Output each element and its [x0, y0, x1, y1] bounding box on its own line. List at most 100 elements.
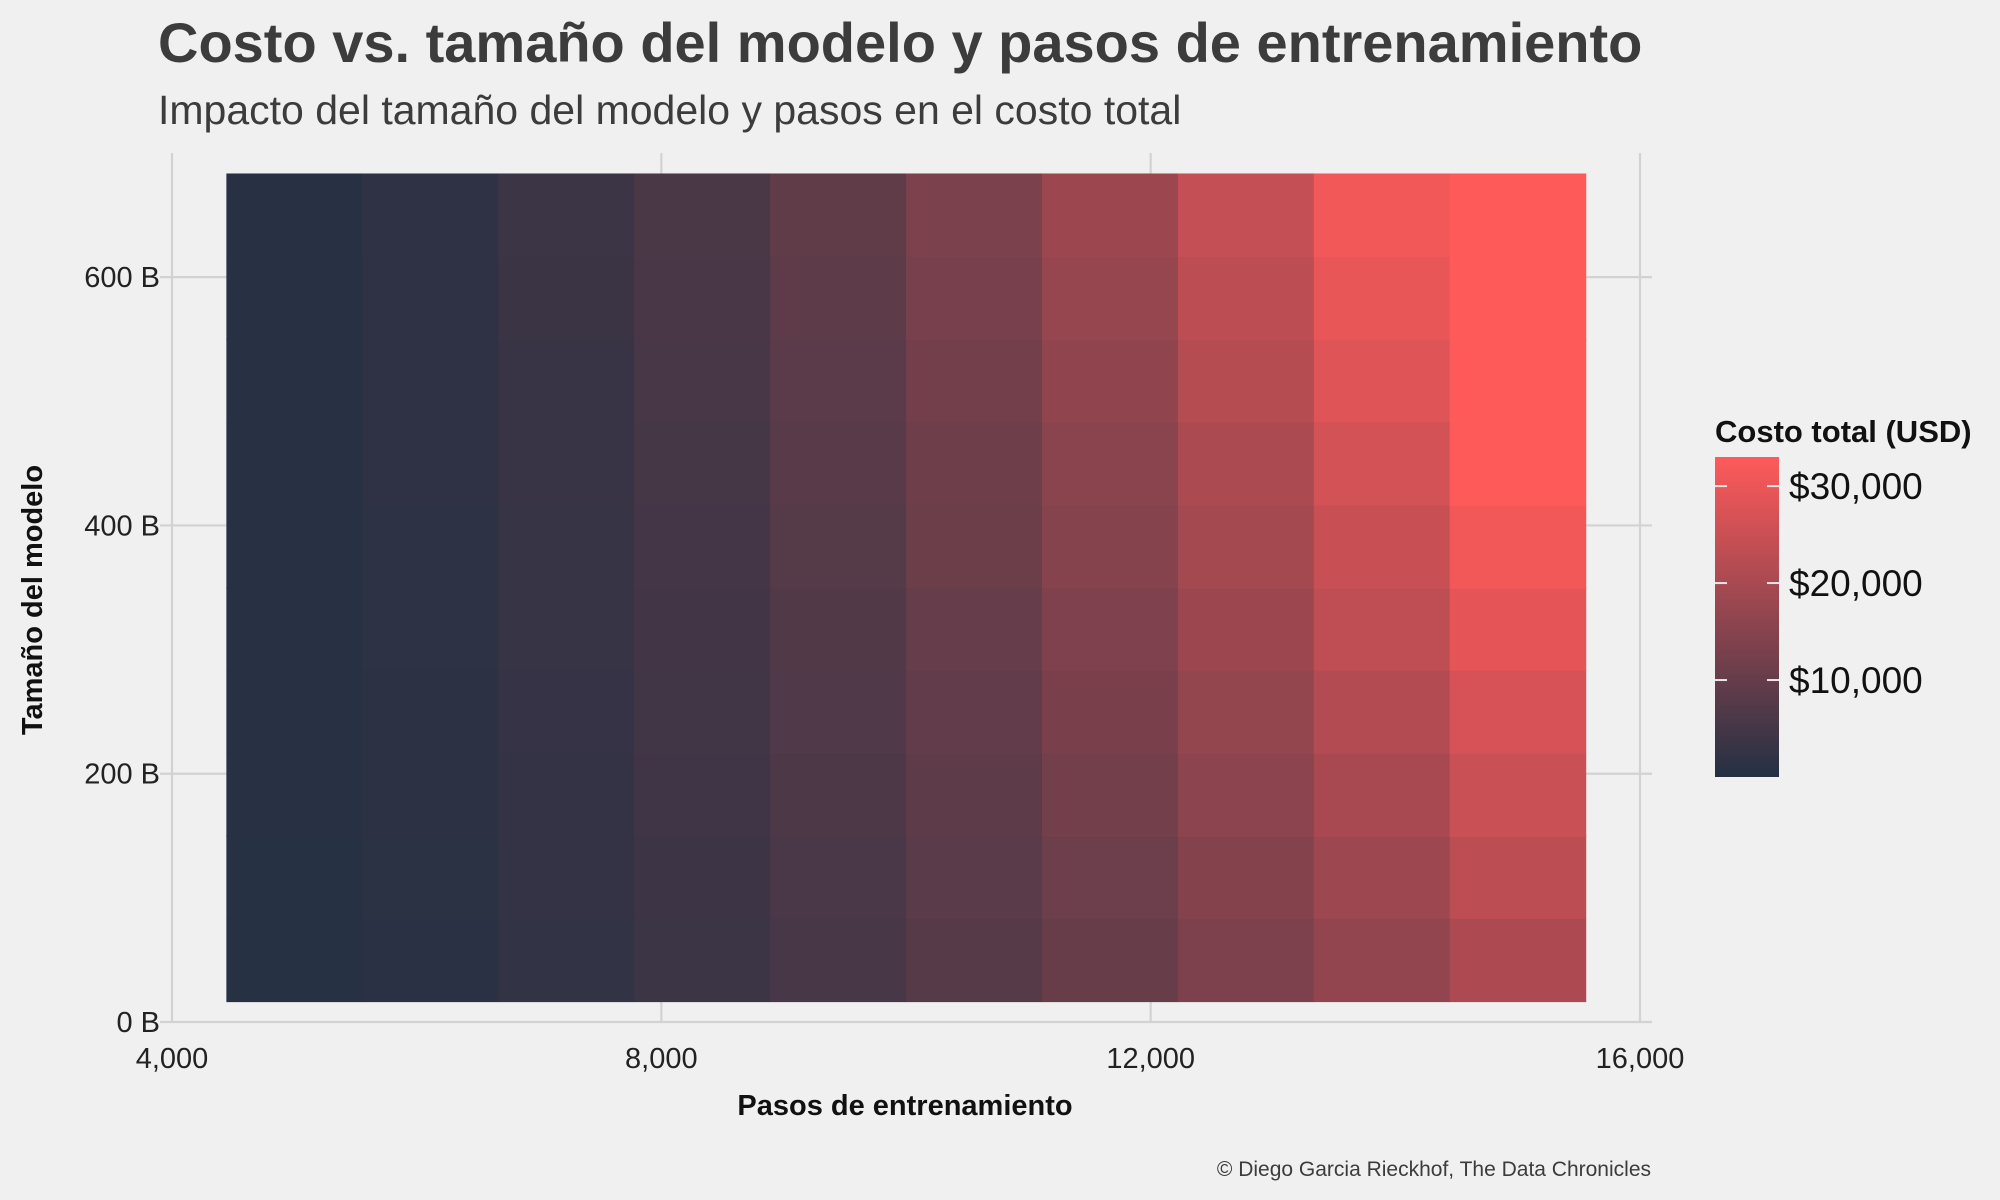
heatmap-cell [226, 173, 363, 258]
heatmap-cell [770, 835, 907, 919]
legend-label: $10,000 [1789, 660, 1923, 701]
heatmap-cell [1177, 421, 1315, 506]
y-axis-ticks: 0 B 200 B 400 B 600 B [84, 262, 160, 1039]
legend-label: $20,000 [1789, 563, 1923, 604]
heatmap-cell [362, 256, 499, 341]
heatmap-cell [1177, 173, 1315, 258]
heatmap-cell [362, 835, 499, 919]
caption: © Diego Garcia Rieckhof, The Data Chroni… [1217, 1158, 1651, 1181]
heatmap-cell [362, 421, 499, 506]
heatmap-cell [1449, 586, 1587, 671]
heatmap-cell [1449, 835, 1587, 919]
x-axis-ticks: 4,000 8,000 12,000 16,000 [136, 1043, 1685, 1075]
y-tick-label: 0 B [116, 1007, 160, 1039]
heatmap-cell [634, 835, 771, 919]
heatmap-cell [1041, 504, 1179, 589]
heatmap-cell [1449, 753, 1587, 838]
heatmap-cell [906, 753, 1043, 838]
heatmap-cell [906, 421, 1043, 506]
legend-color-bar [1715, 457, 1779, 777]
heatmap-cell [1313, 670, 1451, 754]
heatmap-cell [1313, 835, 1451, 919]
y-tick-label: 600 B [84, 262, 160, 294]
heatmap-cell [906, 504, 1043, 589]
heatmap-cell [1313, 504, 1451, 589]
y-tick-label: 200 B [84, 759, 160, 791]
heatmap-cell [634, 504, 771, 589]
heatmap-cell [634, 421, 771, 506]
heatmap-cell [498, 256, 635, 341]
heatmap-cell [1449, 173, 1587, 258]
heatmap-cell [1041, 670, 1179, 754]
heatmap-cell [1177, 835, 1315, 919]
heatmap-cells [226, 173, 1587, 1003]
heatmap-cell [1313, 586, 1451, 671]
heatmap-cell [1177, 670, 1315, 754]
heatmap-cell [1041, 421, 1179, 506]
heatmap-cell [1449, 670, 1587, 754]
heatmap-cell [1177, 586, 1315, 671]
heatmap-cell [906, 918, 1043, 1003]
heatmap-cell [362, 670, 499, 754]
heatmap-cell [498, 338, 635, 423]
x-tick-label: 16,000 [1596, 1043, 1685, 1075]
heatmap-cell [634, 586, 771, 671]
legend-label: $30,000 [1789, 466, 1923, 507]
heatmap-cell [906, 670, 1043, 754]
heatmap-cell [1041, 173, 1179, 258]
heatmap-cell [906, 256, 1043, 341]
heatmap-cell [1449, 421, 1587, 506]
chart-subtitle: Impacto del tamaño del modelo y pasos en… [158, 87, 1181, 133]
heatmap-cell [226, 586, 363, 671]
heatmap-cell [498, 753, 635, 838]
heatmap-cell [1313, 753, 1451, 838]
heatmap-cell [770, 504, 907, 589]
heatmap-cell [770, 256, 907, 341]
heatmap-cell [1177, 753, 1315, 838]
heatmap-cell [226, 835, 363, 919]
heatmap-cell [226, 670, 363, 754]
heatmap-cell [770, 586, 907, 671]
heatmap-cell [1041, 586, 1179, 671]
heatmap-cell [1177, 256, 1315, 341]
x-tick-label: 8,000 [625, 1043, 698, 1075]
heatmap-cell [498, 670, 635, 754]
heatmap-cell [770, 753, 907, 838]
heatmap-cell [1449, 256, 1587, 341]
heatmap-cell [1177, 504, 1315, 589]
heatmap-cell [634, 173, 771, 258]
heatmap-cell [226, 753, 363, 838]
heatmap-cell [634, 256, 771, 341]
heatmap-cell [770, 918, 907, 1003]
heatmap-cell [906, 173, 1043, 258]
y-axis-title: Tamaño del modelo [17, 465, 49, 735]
heatmap-cell [634, 670, 771, 754]
heatmap-cell [498, 918, 635, 1003]
heatmap-cell [634, 338, 771, 423]
heatmap-cell [1313, 338, 1451, 423]
heatmap-cell [1313, 421, 1451, 506]
x-tick-label: 12,000 [1106, 1043, 1195, 1075]
heatmap-cell [1313, 918, 1451, 1003]
heatmap-cell [362, 173, 499, 258]
heatmap-cell [498, 421, 635, 506]
heatmap-cell [770, 173, 907, 258]
heatmap-cell [634, 753, 771, 838]
heatmap-cell [1177, 338, 1315, 423]
heatmap-cell [770, 338, 907, 423]
color-legend: Costo total (USD) $10,000 $20,000 $30,000 [1715, 414, 1972, 777]
heatmap-cell [1041, 753, 1179, 838]
heatmap-cell [770, 421, 907, 506]
legend-breaks: $10,000 $20,000 $30,000 [1715, 466, 1923, 701]
heatmap-cell [1449, 504, 1587, 589]
legend-title: Costo total (USD) [1715, 414, 1972, 449]
heatmap-cell [1449, 338, 1587, 423]
heatmap-cell [1041, 835, 1179, 919]
heatmap-cell [906, 586, 1043, 671]
heatmap-cell [1177, 918, 1315, 1003]
heatmap-cell [226, 256, 363, 341]
heatmap-cell [362, 504, 499, 589]
x-tick-label: 4,000 [136, 1043, 209, 1075]
heatmap-cell [906, 835, 1043, 919]
heatmap-cell [634, 918, 771, 1003]
